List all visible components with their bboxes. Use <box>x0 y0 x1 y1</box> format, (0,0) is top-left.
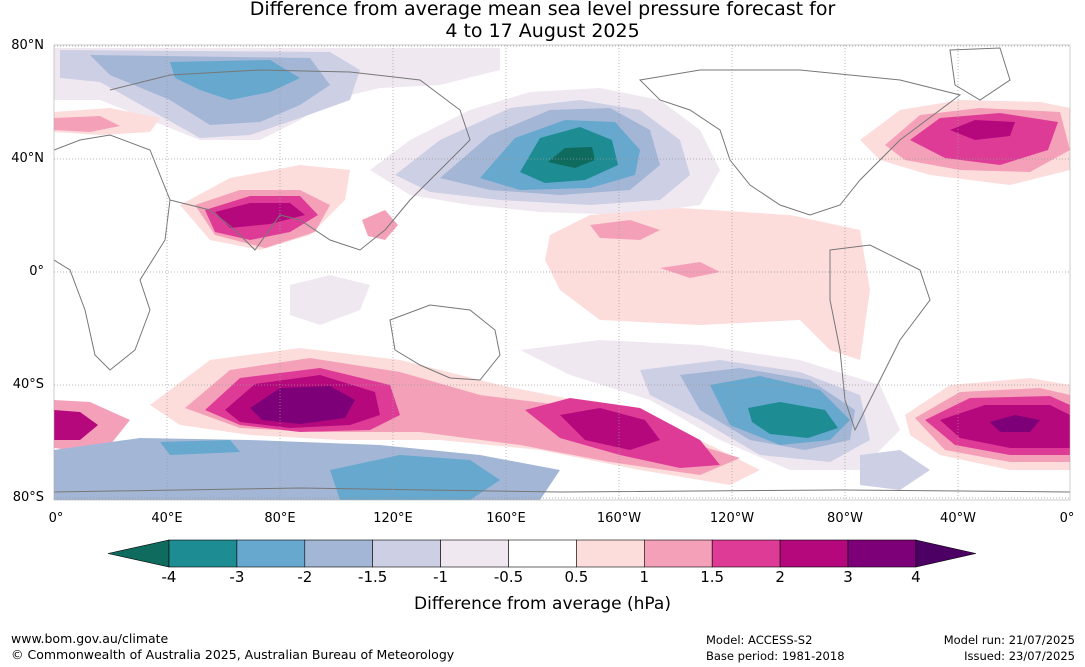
anomaly-indian-ocean-negative <box>290 275 370 325</box>
footer-left: www.bom.gov.au/climate © Commonwealth of… <box>11 631 454 663</box>
colorbar-box <box>643 539 713 568</box>
lat-label-80s: 80°S <box>12 490 44 505</box>
colorbar-arrow-high <box>915 539 976 568</box>
coast-north-america <box>638 69 962 216</box>
footer-base-period: Base period: 1981-2018 <box>706 649 845 663</box>
colorbar-box <box>236 539 306 568</box>
colorbar-tick-label: -1 <box>433 568 449 586</box>
colorbar-box <box>711 539 781 568</box>
colorbar-tick-label: 1.5 <box>700 568 725 586</box>
colorbar-tick-label: -2 <box>297 568 313 586</box>
anomaly-north-atlantic-high-2 <box>950 120 1015 140</box>
anomaly-drake-negative <box>860 450 930 490</box>
colorbar-box <box>440 539 509 568</box>
footer-model-info: Model: ACCESS-S2 Base period: 1981-2018 <box>706 632 845 664</box>
gridlines <box>54 45 1070 500</box>
colorbar-arrow-low <box>107 539 170 568</box>
colorbar-boxes <box>107 539 976 568</box>
colorbar-tick-label: 2 <box>775 568 785 586</box>
footer-copyright: © Commonwealth of Australia 2025, Austra… <box>11 647 455 662</box>
colorbar-tick-label: -1.5 <box>358 568 388 586</box>
colorbar-tick-label: -0.5 <box>493 568 524 586</box>
lat-label-80n: 80°N <box>11 38 44 53</box>
lat-label-40n: 40°N <box>11 151 44 166</box>
coast-australia <box>389 304 501 381</box>
colorbar-box <box>168 539 238 568</box>
colorbar-box <box>304 539 373 568</box>
footer-issued: Issued: 23/07/2025 <box>964 649 1075 663</box>
lon-label-40e: 40°E <box>151 511 183 526</box>
colorbar-box <box>576 539 645 568</box>
lat-label-0: 0° <box>29 264 44 279</box>
anomaly-west-south-atlantic-positive-2 <box>54 410 98 440</box>
map-frame <box>53 44 1071 501</box>
lon-label-160w: 160°W <box>596 511 642 526</box>
anomaly-south-pacific-low-3 <box>748 402 838 438</box>
anomaly-south-china-positive <box>362 210 398 240</box>
footer-model-run: Model run: 21/07/2025 <box>943 633 1075 647</box>
lon-label-80w: 80°W <box>827 511 863 526</box>
colorbar-tick-label: 0.5 <box>564 568 589 586</box>
anomaly-southern-indian-high-3 <box>250 386 355 424</box>
anomaly-equatorial-pacific-positive-1 <box>590 220 660 240</box>
anomaly-north-pacific-low-4 <box>548 147 595 168</box>
anomaly-southern-indian-high-2b <box>560 408 660 450</box>
colorbar-tick-label: -3 <box>229 568 245 586</box>
anomaly-india-positive-2 <box>215 203 305 228</box>
anomaly-equatorial-pacific-positive-1b <box>660 262 720 278</box>
lon-label-0: 0° <box>48 511 64 526</box>
coastlines <box>54 47 1070 493</box>
coast-south-america <box>829 244 931 432</box>
colorbar-tick-label: 1 <box>639 568 650 586</box>
lon-label-120e: 120°E <box>373 511 413 526</box>
colorbar-box <box>508 539 577 568</box>
lon-label-160e: 160°E <box>486 511 526 526</box>
colorbar-box <box>372 539 441 568</box>
anomaly-antarctic-negative-3 <box>160 440 240 455</box>
lat-label-40s: 40°S <box>12 377 44 392</box>
map-title-line-1: Difference from average mean sea level p… <box>249 0 836 20</box>
coast-greenland <box>949 47 1011 101</box>
anomaly-equatorial-pacific-positive <box>545 208 870 360</box>
colorbar-tick-label: -4 <box>161 568 177 586</box>
lon-label-0-east: 0° <box>1059 511 1075 526</box>
coast-eurasia <box>109 69 471 251</box>
footer-url: www.bom.gov.au/climate <box>11 631 169 646</box>
lon-label-120w: 120°W <box>709 511 755 526</box>
colorbar-box <box>779 539 849 568</box>
colorbar-title: Difference from average (hPa) <box>414 594 671 614</box>
map-title-line-2: 4 to 17 August 2025 <box>445 20 640 42</box>
anomaly-north-atlantic-high-15 <box>910 113 1058 165</box>
lon-label-40w: 40°W <box>940 511 976 526</box>
colorbar-tick-label: 4 <box>911 568 921 586</box>
footer-model: Model: ACCESS-S2 <box>706 633 813 647</box>
colorbar-box <box>847 539 917 568</box>
coast-africa-europe <box>54 134 171 371</box>
coast-antarctica <box>54 487 1070 493</box>
footer-dates: Model run: 21/07/2025 Issued: 23/07/2025 <box>944 632 1075 664</box>
lon-label-80e: 80°E <box>264 511 296 526</box>
colorbar-tick-label: 3 <box>843 568 853 586</box>
anomaly-europe-positive-2 <box>54 116 120 132</box>
anomaly-south-atlantic-high-3 <box>990 415 1040 432</box>
